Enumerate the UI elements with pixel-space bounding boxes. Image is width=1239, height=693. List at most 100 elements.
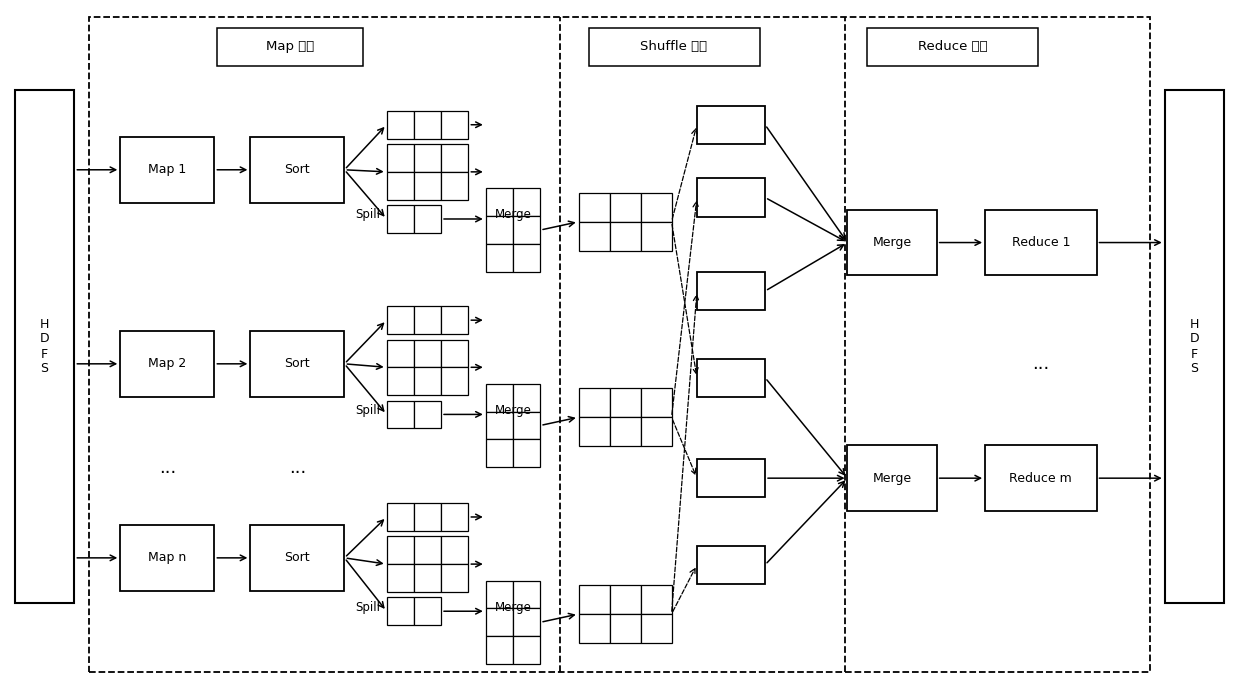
Bar — [641, 193, 672, 222]
Text: Map 阶段: Map 阶段 — [266, 40, 313, 53]
Bar — [441, 536, 468, 564]
Text: Sort: Sort — [285, 358, 310, 370]
FancyBboxPatch shape — [696, 359, 766, 396]
Bar — [414, 401, 441, 428]
Bar — [387, 205, 414, 233]
FancyBboxPatch shape — [250, 331, 344, 396]
Bar — [441, 367, 468, 395]
Bar — [486, 581, 513, 608]
Bar — [486, 384, 513, 412]
Bar — [441, 111, 468, 139]
Bar — [387, 111, 414, 139]
FancyBboxPatch shape — [985, 209, 1097, 275]
Text: Map 2: Map 2 — [149, 358, 186, 370]
Bar — [414, 536, 441, 564]
Bar — [579, 193, 610, 222]
FancyBboxPatch shape — [217, 28, 363, 66]
Bar — [414, 144, 441, 172]
Bar — [414, 205, 441, 233]
Bar — [441, 144, 468, 172]
Bar — [486, 188, 513, 216]
Bar — [387, 503, 414, 531]
Text: ...: ... — [289, 459, 306, 477]
Text: Shuffle 阶段: Shuffle 阶段 — [641, 40, 707, 53]
Bar — [414, 597, 441, 625]
Bar — [610, 193, 641, 222]
Text: Reduce m: Reduce m — [1010, 472, 1072, 484]
FancyBboxPatch shape — [985, 445, 1097, 511]
Text: Merge: Merge — [872, 472, 912, 484]
Bar — [387, 597, 414, 625]
FancyBboxPatch shape — [250, 137, 344, 202]
Bar — [414, 367, 441, 395]
FancyBboxPatch shape — [696, 546, 766, 584]
Bar — [414, 306, 441, 334]
Bar — [513, 412, 540, 439]
Text: Spill: Spill — [356, 209, 380, 221]
Bar — [387, 401, 414, 428]
Bar — [387, 340, 414, 367]
Text: H
D
F
S: H D F S — [1189, 317, 1199, 376]
Bar — [414, 111, 441, 139]
Bar — [513, 216, 540, 244]
Bar — [414, 172, 441, 200]
Bar — [513, 188, 540, 216]
Text: ...: ... — [159, 459, 176, 477]
Bar — [414, 503, 441, 531]
FancyBboxPatch shape — [120, 525, 214, 590]
Bar — [579, 222, 610, 251]
FancyBboxPatch shape — [847, 209, 937, 275]
Bar — [610, 388, 641, 417]
FancyBboxPatch shape — [696, 272, 766, 310]
Bar — [641, 585, 672, 614]
Bar — [441, 340, 468, 367]
Bar — [610, 222, 641, 251]
FancyBboxPatch shape — [120, 331, 214, 396]
Text: ...: ... — [1032, 355, 1049, 373]
Bar — [441, 503, 468, 531]
Text: Sort: Sort — [285, 552, 310, 564]
Bar — [387, 144, 414, 172]
Text: Merge: Merge — [494, 404, 532, 416]
Bar — [486, 412, 513, 439]
Bar — [610, 614, 641, 643]
Bar — [513, 581, 540, 608]
Bar — [486, 216, 513, 244]
Bar — [641, 388, 672, 417]
FancyBboxPatch shape — [847, 445, 937, 511]
Bar — [513, 439, 540, 467]
FancyBboxPatch shape — [15, 90, 74, 603]
FancyBboxPatch shape — [867, 28, 1038, 66]
Bar — [486, 244, 513, 272]
Text: Merge: Merge — [872, 236, 912, 249]
Bar — [579, 585, 610, 614]
Bar — [641, 417, 672, 446]
FancyBboxPatch shape — [589, 28, 760, 66]
Text: Merge: Merge — [494, 209, 532, 221]
Bar — [513, 608, 540, 636]
Bar — [641, 614, 672, 643]
Bar — [414, 340, 441, 367]
Bar — [513, 244, 540, 272]
Text: H
D
F
S: H D F S — [40, 317, 50, 376]
Bar — [513, 636, 540, 664]
Bar — [441, 306, 468, 334]
Bar — [486, 608, 513, 636]
Bar — [414, 564, 441, 592]
Bar — [387, 172, 414, 200]
Bar — [441, 564, 468, 592]
Bar — [579, 417, 610, 446]
FancyBboxPatch shape — [696, 178, 766, 216]
FancyBboxPatch shape — [1165, 90, 1224, 603]
Bar — [486, 636, 513, 664]
Bar — [513, 384, 540, 412]
Text: Spill: Spill — [356, 601, 380, 613]
Bar — [387, 564, 414, 592]
Bar — [387, 306, 414, 334]
Bar — [579, 388, 610, 417]
FancyBboxPatch shape — [696, 105, 766, 144]
FancyBboxPatch shape — [696, 459, 766, 498]
Text: Spill: Spill — [356, 404, 380, 416]
Bar — [641, 222, 672, 251]
Bar — [610, 585, 641, 614]
